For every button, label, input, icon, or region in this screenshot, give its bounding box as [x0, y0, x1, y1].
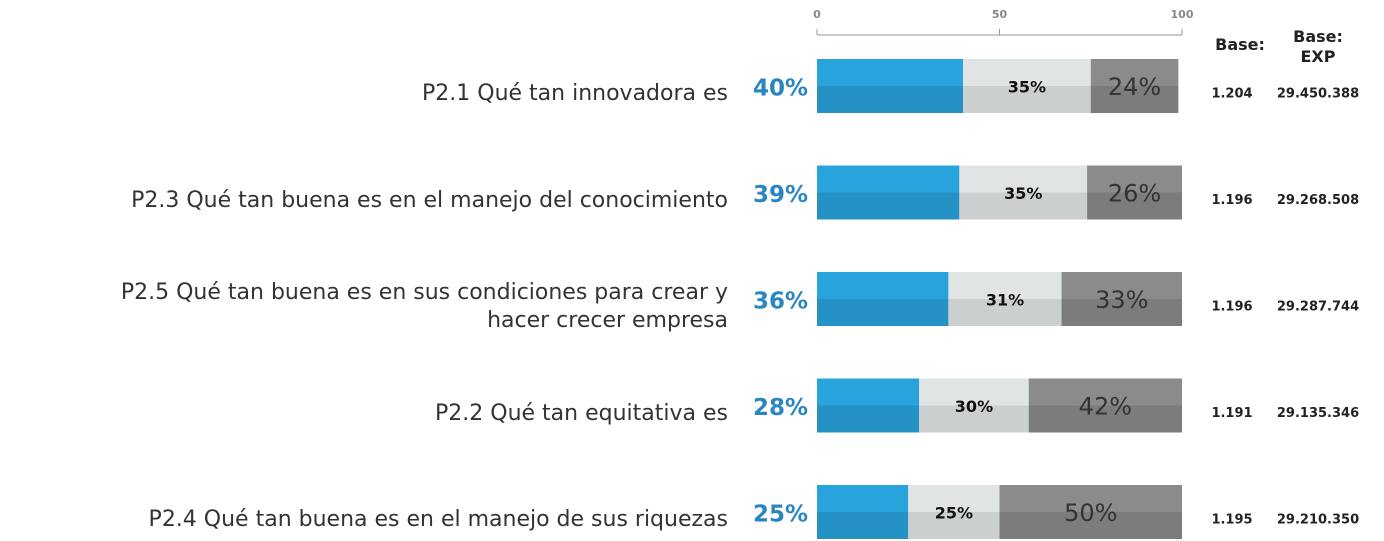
- bar-shade: [817, 405, 920, 433]
- column-header: Base:: [1215, 35, 1265, 54]
- column-value: 1.204: [1211, 87, 1252, 102]
- bar-segment: [817, 485, 909, 539]
- value-label: 24%: [1108, 73, 1161, 101]
- column-value: 1.196: [1211, 300, 1252, 315]
- category-label: P2.1 Qué tan innovadora es: [422, 81, 728, 106]
- value-label: 28%: [753, 395, 808, 421]
- value-label: 33%: [1095, 286, 1148, 314]
- value-label: 25%: [753, 502, 808, 528]
- bar-shade: [963, 86, 1091, 113]
- bar-segment: [919, 378, 1029, 433]
- bar-shade: [948, 299, 1062, 326]
- bar-shade: [1061, 299, 1182, 326]
- column-value: 29.268.508: [1277, 193, 1359, 208]
- bar-shade: [1087, 192, 1182, 220]
- bar-segment: [948, 272, 1062, 326]
- bar-segment: [817, 272, 949, 326]
- bar-shade: [908, 512, 1000, 539]
- category-label: P2.2 Qué tan equitativa es: [435, 400, 728, 426]
- value-label: 35%: [1004, 184, 1042, 203]
- value-label: 36%: [753, 289, 808, 315]
- bar-shade: [919, 405, 1029, 433]
- bar-segment: [1028, 378, 1182, 433]
- value-label: 39%: [753, 182, 808, 208]
- bar-segment: [999, 485, 1182, 539]
- bar-shade: [999, 512, 1182, 539]
- column-value: 1.196: [1211, 193, 1252, 208]
- column-value: 29.287.744: [1277, 300, 1359, 315]
- column-value: 1.195: [1211, 513, 1252, 528]
- value-label: 35%: [1008, 78, 1046, 97]
- value-label: 42%: [1079, 393, 1132, 421]
- column-header: Base: EXP: [1293, 27, 1343, 66]
- bar-segment: [817, 378, 920, 433]
- bar-shade: [959, 192, 1088, 220]
- value-label: 50%: [1064, 499, 1117, 527]
- x-tick-label: 0: [813, 8, 821, 21]
- bar-shade: [817, 299, 949, 326]
- bar-segment: [963, 59, 1091, 113]
- bar-segment: [817, 59, 963, 113]
- bar-segment: [959, 165, 1088, 220]
- bar-segment: [908, 485, 1000, 539]
- bar-shade: [817, 86, 963, 113]
- bar-shade: [817, 192, 960, 220]
- value-label: 40%: [753, 76, 808, 102]
- column-value: 1.191: [1211, 406, 1252, 421]
- bar-segment: [1087, 165, 1182, 220]
- column-value: 29.210.350: [1277, 513, 1359, 528]
- value-label: 30%: [955, 397, 993, 416]
- bar-segment: [1090, 59, 1179, 113]
- bar-shade: [817, 512, 909, 539]
- bar-shade: [1028, 405, 1182, 433]
- bar-shade: [1090, 86, 1179, 113]
- column-value: 29.450.388: [1277, 87, 1359, 102]
- category-label: P2.4 Qué tan buena es en el manejo de su…: [148, 507, 728, 532]
- x-tick-label: 100: [1171, 8, 1194, 21]
- category-label: P2.3 Qué tan buena es en el manejo del c…: [131, 187, 728, 213]
- category-label: P2.5 Qué tan buena es en sus condiciones…: [120, 280, 728, 333]
- x-tick-label: 50: [992, 8, 1008, 21]
- column-value: 29.135.346: [1277, 406, 1359, 421]
- value-label: 31%: [986, 291, 1024, 310]
- bar-segment: [817, 165, 960, 220]
- value-label: 26%: [1108, 180, 1161, 208]
- bar-segment: [1061, 272, 1182, 326]
- value-label: 25%: [935, 504, 973, 523]
